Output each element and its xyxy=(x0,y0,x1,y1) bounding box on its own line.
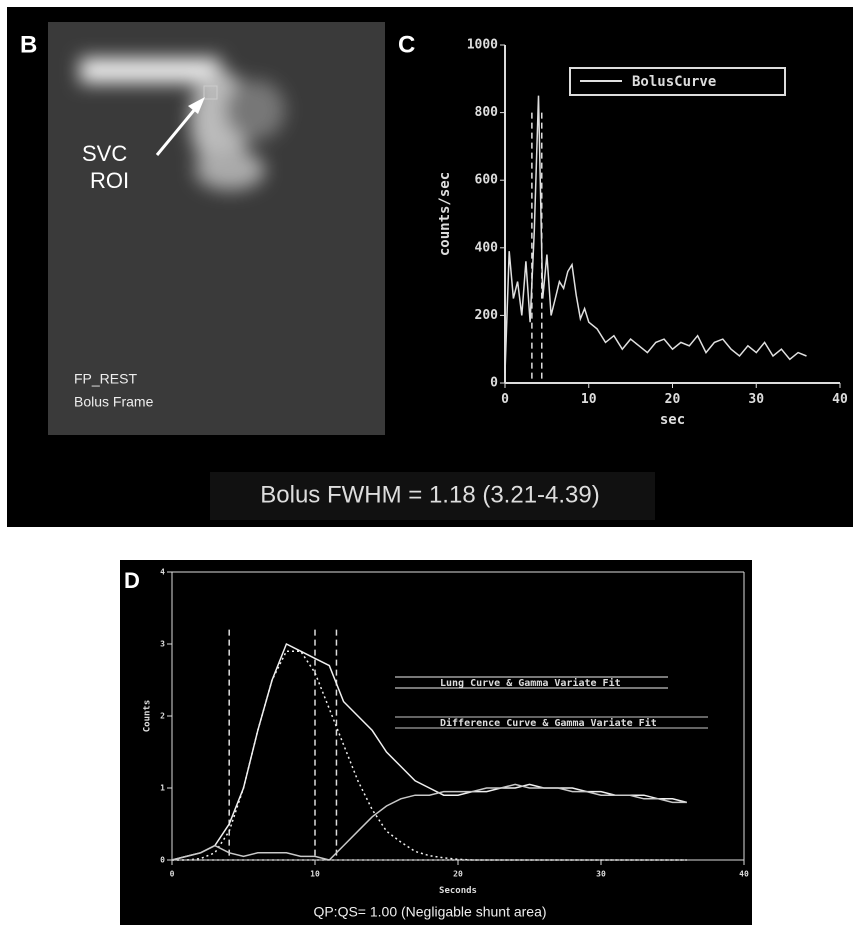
y-tick-label: 1 xyxy=(160,784,165,793)
x-tick-label: 0 xyxy=(170,870,175,879)
y-tick-label: 400 xyxy=(475,240,499,255)
y-tick-label: 0 xyxy=(160,856,165,865)
panel-label: D xyxy=(124,568,140,593)
x-tick-label: 30 xyxy=(748,392,764,407)
figure: B SVC ROI FP_REST Bolus Frame C Bolus FW… xyxy=(0,0,856,930)
y-axis-label: Counts xyxy=(143,700,153,733)
y-tick-label: 200 xyxy=(475,308,499,323)
fwhm-caption: Bolus FWHM = 1.18 (3.21-4.39) xyxy=(260,481,599,508)
annotation: SVC xyxy=(82,141,127,166)
image-caption: Bolus Frame xyxy=(74,394,154,410)
x-axis-label: sec xyxy=(660,412,685,428)
x-tick-label: 0 xyxy=(501,392,509,407)
legend-label: Difference Curve & Gamma Variate Fit xyxy=(440,717,657,729)
x-axis-label: Seconds xyxy=(439,886,477,896)
y-tick-label: 600 xyxy=(475,173,499,188)
x-tick-label: 40 xyxy=(739,870,749,879)
y-tick-label: 2 xyxy=(160,712,165,721)
x-tick-label: 20 xyxy=(665,392,681,407)
annotation: ROI xyxy=(90,168,129,193)
y-axis-label: counts/sec xyxy=(437,172,453,256)
x-tick-label: 20 xyxy=(453,870,463,879)
y-tick-label: 0 xyxy=(490,376,498,391)
panel-label: B xyxy=(20,31,37,58)
x-tick-label: 10 xyxy=(581,392,597,407)
y-tick-label: 1000 xyxy=(467,38,498,53)
y-tick-label: 4 xyxy=(160,568,165,577)
x-tick-label: 30 xyxy=(596,870,606,879)
x-tick-label: 10 xyxy=(310,870,320,879)
panel-label: C xyxy=(398,31,415,58)
y-tick-label: 3 xyxy=(160,640,165,649)
y-tick-label: 800 xyxy=(475,105,499,120)
legend-label: Lung Curve & Gamma Variate Fit xyxy=(440,677,621,689)
bottom-panel xyxy=(120,560,752,925)
qp-caption: QP:QS= 1.00 (Negligable shunt area) xyxy=(313,904,546,920)
image-caption: FP_REST xyxy=(74,371,137,387)
legend-label: BolusCurve xyxy=(632,74,716,90)
x-tick-label: 40 xyxy=(832,392,848,407)
